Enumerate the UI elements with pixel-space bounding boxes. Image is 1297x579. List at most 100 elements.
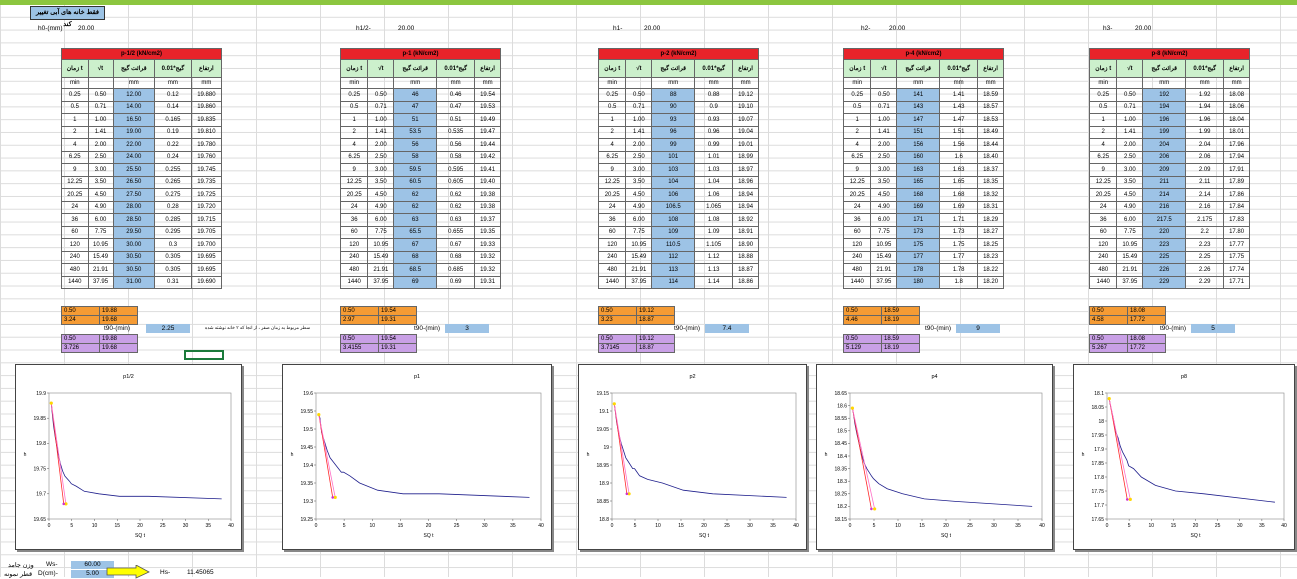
- gauge-input-cell[interactable]: 223: [1142, 238, 1187, 252]
- gauge-input-cell[interactable]: 196: [1142, 113, 1187, 127]
- gauge-input-cell[interactable]: 60.5: [393, 175, 438, 189]
- gauge-input-cell[interactable]: 12.00: [112, 88, 156, 102]
- h2-value[interactable]: 20.00: [889, 25, 906, 32]
- gauge-input-cell[interactable]: 104: [651, 175, 696, 189]
- chart-p2[interactable]: p2 19.15 19.1 19.05 19 18.95 18.9 18.85 18.8 0 5 10…: [578, 364, 807, 550]
- gauge-input-cell[interactable]: 160: [896, 150, 941, 164]
- gauge-input-cell[interactable]: 204: [1142, 138, 1187, 152]
- gauge-input-cell[interactable]: 151: [896, 125, 941, 139]
- gauge-input-cell[interactable]: 141: [896, 88, 941, 102]
- gauge-input-cell[interactable]: 112: [651, 250, 696, 264]
- gauge-input-cell[interactable]: 165: [896, 175, 941, 189]
- t90-value[interactable]: 9: [956, 324, 1000, 333]
- ws-value[interactable]: 60.00: [71, 561, 114, 569]
- gauge-input-cell[interactable]: 168: [896, 188, 941, 202]
- gauge-input-cell[interactable]: 114: [651, 275, 696, 289]
- gauge-input-cell[interactable]: 30.50: [112, 263, 156, 277]
- gauge-input-cell[interactable]: 173: [896, 225, 941, 239]
- gauge-input-cell[interactable]: 65.5: [393, 225, 438, 239]
- gauge-input-cell[interactable]: 53.5: [393, 125, 438, 139]
- gauge-input-cell[interactable]: 209: [1142, 163, 1187, 177]
- gauge-input-cell[interactable]: 27.50: [112, 188, 156, 202]
- instruction-button[interactable]: فقط خانه های آبی تغییر کند: [30, 6, 105, 28]
- gauge-input-cell[interactable]: 180: [896, 275, 941, 289]
- chart-p1/2[interactable]: p1/2 19.9 19.85 19.8 19.75 19.7 19.65 0 5 10 15 20 2…: [15, 364, 242, 550]
- gauge-input-cell[interactable]: 96: [651, 125, 696, 139]
- h3-value[interactable]: 20.00: [1135, 25, 1152, 32]
- gauge-input-cell[interactable]: 68: [393, 250, 438, 264]
- h1-value[interactable]: 20.00: [644, 25, 661, 32]
- gauge-input-cell[interactable]: 147: [896, 113, 941, 127]
- selected-cell[interactable]: [184, 350, 224, 360]
- gauge-input-cell[interactable]: 30.50: [112, 250, 156, 264]
- gauge-input-cell[interactable]: 62: [393, 188, 438, 202]
- gauge-input-cell[interactable]: 88: [651, 88, 696, 102]
- gauge-input-cell[interactable]: 67: [393, 238, 438, 252]
- gauge-input-cell[interactable]: 99: [651, 138, 696, 152]
- t90-value[interactable]: 2.25: [146, 324, 190, 333]
- gauge-input-cell[interactable]: 194: [1142, 100, 1187, 114]
- gauge-input-cell[interactable]: 58: [393, 150, 438, 164]
- gauge-input-cell[interactable]: 69: [393, 275, 438, 289]
- gauge-input-cell[interactable]: 31.00: [112, 275, 156, 289]
- gauge-input-cell[interactable]: 62: [393, 200, 438, 214]
- gauge-input-cell[interactable]: 169: [896, 200, 941, 214]
- gauge-input-cell[interactable]: 109: [651, 225, 696, 239]
- value-cell: 7.75: [625, 225, 653, 239]
- gauge-input-cell[interactable]: 214: [1142, 188, 1187, 202]
- gauge-input-cell[interactable]: 211: [1142, 175, 1187, 189]
- gauge-input-cell[interactable]: 206: [1142, 150, 1187, 164]
- gauge-input-cell[interactable]: 25.50: [112, 163, 156, 177]
- gauge-input-cell[interactable]: 225: [1142, 250, 1187, 264]
- t90-value[interactable]: 7.4: [705, 324, 749, 333]
- gauge-input-cell[interactable]: 171: [896, 213, 941, 227]
- gauge-input-cell[interactable]: 51: [393, 113, 438, 127]
- gauge-input-cell[interactable]: 106.5: [651, 200, 696, 214]
- gauge-input-cell[interactable]: 226: [1142, 263, 1187, 277]
- h1-2-value[interactable]: 20.00: [398, 25, 415, 32]
- gauge-input-cell[interactable]: 68.5: [393, 263, 438, 277]
- d-value[interactable]: 5.00: [71, 570, 114, 578]
- gauge-input-cell[interactable]: 30.00: [112, 238, 156, 252]
- gauge-input-cell[interactable]: 14.00: [112, 100, 156, 114]
- gauge-input-cell[interactable]: 90: [651, 100, 696, 114]
- h0-value[interactable]: 20.00: [78, 25, 95, 32]
- gauge-input-cell[interactable]: 24.00: [112, 150, 156, 164]
- t90-value[interactable]: 3: [445, 324, 489, 333]
- gauge-input-cell[interactable]: 46: [393, 88, 438, 102]
- gauge-input-cell[interactable]: 110.5: [651, 238, 696, 252]
- gauge-input-cell[interactable]: 47: [393, 100, 438, 114]
- gauge-input-cell[interactable]: 220: [1142, 225, 1187, 239]
- chart-p4[interactable]: p4 18.65 18.6 18.55 18.5 18.45 18.4 18.35 18.3 18…: [816, 364, 1053, 550]
- gauge-input-cell[interactable]: 101: [651, 150, 696, 164]
- gauge-input-cell[interactable]: 28.00: [112, 200, 156, 214]
- gauge-input-cell[interactable]: 103: [651, 163, 696, 177]
- gauge-input-cell[interactable]: 106: [651, 188, 696, 202]
- gauge-input-cell[interactable]: 19.00: [112, 125, 156, 139]
- gauge-input-cell[interactable]: 229: [1142, 275, 1187, 289]
- gauge-input-cell[interactable]: 63: [393, 213, 438, 227]
- gauge-input-cell[interactable]: 163: [896, 163, 941, 177]
- gauge-input-cell[interactable]: 28.50: [112, 213, 156, 227]
- gauge-input-cell[interactable]: 156: [896, 138, 941, 152]
- gauge-input-cell[interactable]: 16.50: [112, 113, 156, 127]
- chart-p8[interactable]: p8 18.1 18.05 18 17.95 17.9 17.85 17.8 17.75 17.7…: [1073, 364, 1295, 550]
- gauge-input-cell[interactable]: 175: [896, 238, 941, 252]
- gauge-input-cell[interactable]: 59.5: [393, 163, 438, 177]
- gauge-input-cell[interactable]: 56: [393, 138, 438, 152]
- t90-value[interactable]: 5: [1191, 324, 1235, 333]
- gauge-input-cell[interactable]: 199: [1142, 125, 1187, 139]
- gauge-input-cell[interactable]: 177: [896, 250, 941, 264]
- gauge-input-cell[interactable]: 108: [651, 213, 696, 227]
- gauge-input-cell[interactable]: 93: [651, 113, 696, 127]
- gauge-input-cell[interactable]: 22.00: [112, 138, 156, 152]
- gauge-input-cell[interactable]: 216: [1142, 200, 1187, 214]
- gauge-input-cell[interactable]: 29.50: [112, 225, 156, 239]
- gauge-input-cell[interactable]: 192: [1142, 88, 1187, 102]
- gauge-input-cell[interactable]: 113: [651, 263, 696, 277]
- gauge-input-cell[interactable]: 26.50: [112, 175, 156, 189]
- gauge-input-cell[interactable]: 217.5: [1142, 213, 1187, 227]
- gauge-input-cell[interactable]: 143: [896, 100, 941, 114]
- gauge-input-cell[interactable]: 178: [896, 263, 941, 277]
- chart-p1[interactable]: p1 19.6 19.55 19.5 19.45 19.4 19.35 19.3 19.25 0 5…: [282, 364, 552, 550]
